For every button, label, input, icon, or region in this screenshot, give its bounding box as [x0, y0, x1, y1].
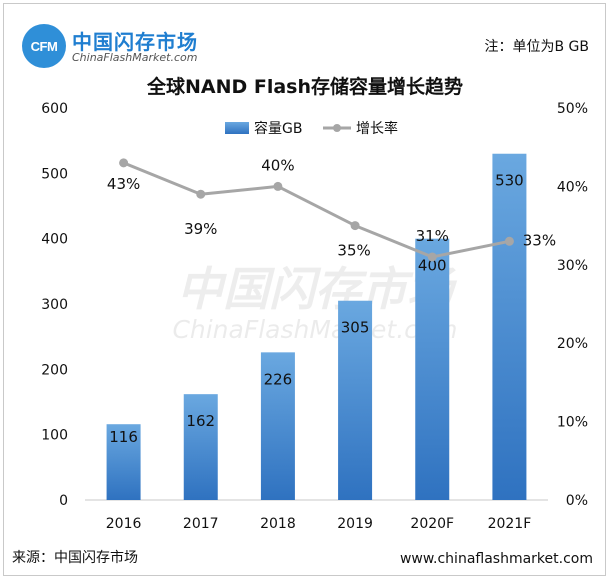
bar-value-label: 162	[186, 412, 215, 430]
bar	[415, 238, 450, 500]
unit-note: 注：单位为B GB	[484, 39, 589, 55]
line-point	[196, 189, 206, 199]
bar-value-label: 116	[109, 428, 138, 446]
line-value-label: 35%	[337, 242, 370, 260]
x-tick-label: 2017	[183, 516, 219, 532]
source-url: www.chinaflashmarket.com	[399, 551, 593, 567]
line-value-label: 43%	[107, 175, 140, 193]
bar-value-label: 305	[341, 319, 370, 337]
line-value-label: 40%	[261, 156, 294, 174]
line-point	[504, 236, 514, 246]
brand-logo-icon: CFM	[22, 24, 66, 68]
bar	[106, 424, 141, 500]
bar-series: 116 162 226 305 400 530	[106, 153, 527, 500]
line-point	[119, 158, 129, 168]
brand-url: ChinaFlashMarket.com	[72, 51, 198, 64]
y-axis-left: 0 100 200 300 400 500 600	[41, 101, 68, 509]
legend-bar-label: 容量GB	[254, 120, 302, 137]
bar-value-label: 400	[418, 257, 447, 275]
growth-line	[123, 161, 510, 259]
line-value-label: 39%	[184, 220, 217, 238]
y-tick-right: 30%	[557, 258, 588, 274]
y-tick-left: 600	[41, 101, 68, 117]
y-tick-left: 400	[41, 232, 68, 248]
legend-line-label: 增长率	[356, 120, 398, 137]
bar	[260, 352, 295, 500]
x-tick-label: 2021F	[488, 516, 532, 532]
line-point	[350, 221, 360, 231]
chart-title: 全球NAND Flash存储容量增长趋势	[146, 75, 463, 98]
y-tick-right: 50%	[557, 101, 588, 117]
watermark-cn: 中国闪存市场	[177, 262, 458, 316]
x-axis: 2016 2017 2018 2019 2020F 2021F	[106, 516, 531, 532]
line-point	[427, 252, 437, 262]
x-tick-label: 2018	[260, 516, 296, 532]
bar	[183, 394, 218, 500]
y-tick-right: 0%	[566, 493, 588, 509]
bar	[492, 153, 527, 500]
y-tick-right: 20%	[557, 336, 588, 352]
source-note: 来源：中国闪存市场	[12, 550, 138, 566]
line-series: 43% 39% 40% 35% 31% 33%	[107, 156, 556, 262]
line-point	[273, 181, 283, 191]
legend-line-marker	[333, 124, 341, 132]
line-value-label: 31%	[416, 227, 449, 245]
x-tick-label: 2016	[106, 516, 142, 532]
brand-name: 中国闪存市场	[72, 30, 198, 54]
bar	[338, 300, 373, 500]
bar-value-label: 530	[495, 172, 524, 190]
y-tick-left: 500	[41, 166, 68, 182]
watermark-en: ChinaFlashMarket.com	[172, 315, 457, 344]
x-tick-label: 2019	[337, 516, 373, 532]
x-tick-label: 2020F	[410, 516, 454, 532]
line-value-label: 33%	[523, 231, 556, 249]
y-tick-right: 40%	[557, 179, 588, 195]
y-tick-right: 10%	[557, 415, 588, 431]
y-tick-left: 0	[59, 493, 68, 509]
legend-bar-swatch	[225, 122, 249, 134]
y-tick-left: 100	[41, 428, 68, 444]
bar-value-label: 226	[264, 370, 293, 388]
y-tick-left: 200	[41, 362, 68, 378]
y-axis-right: 0% 10% 20% 30% 40% 50%	[557, 101, 588, 509]
y-tick-left: 300	[41, 297, 68, 313]
